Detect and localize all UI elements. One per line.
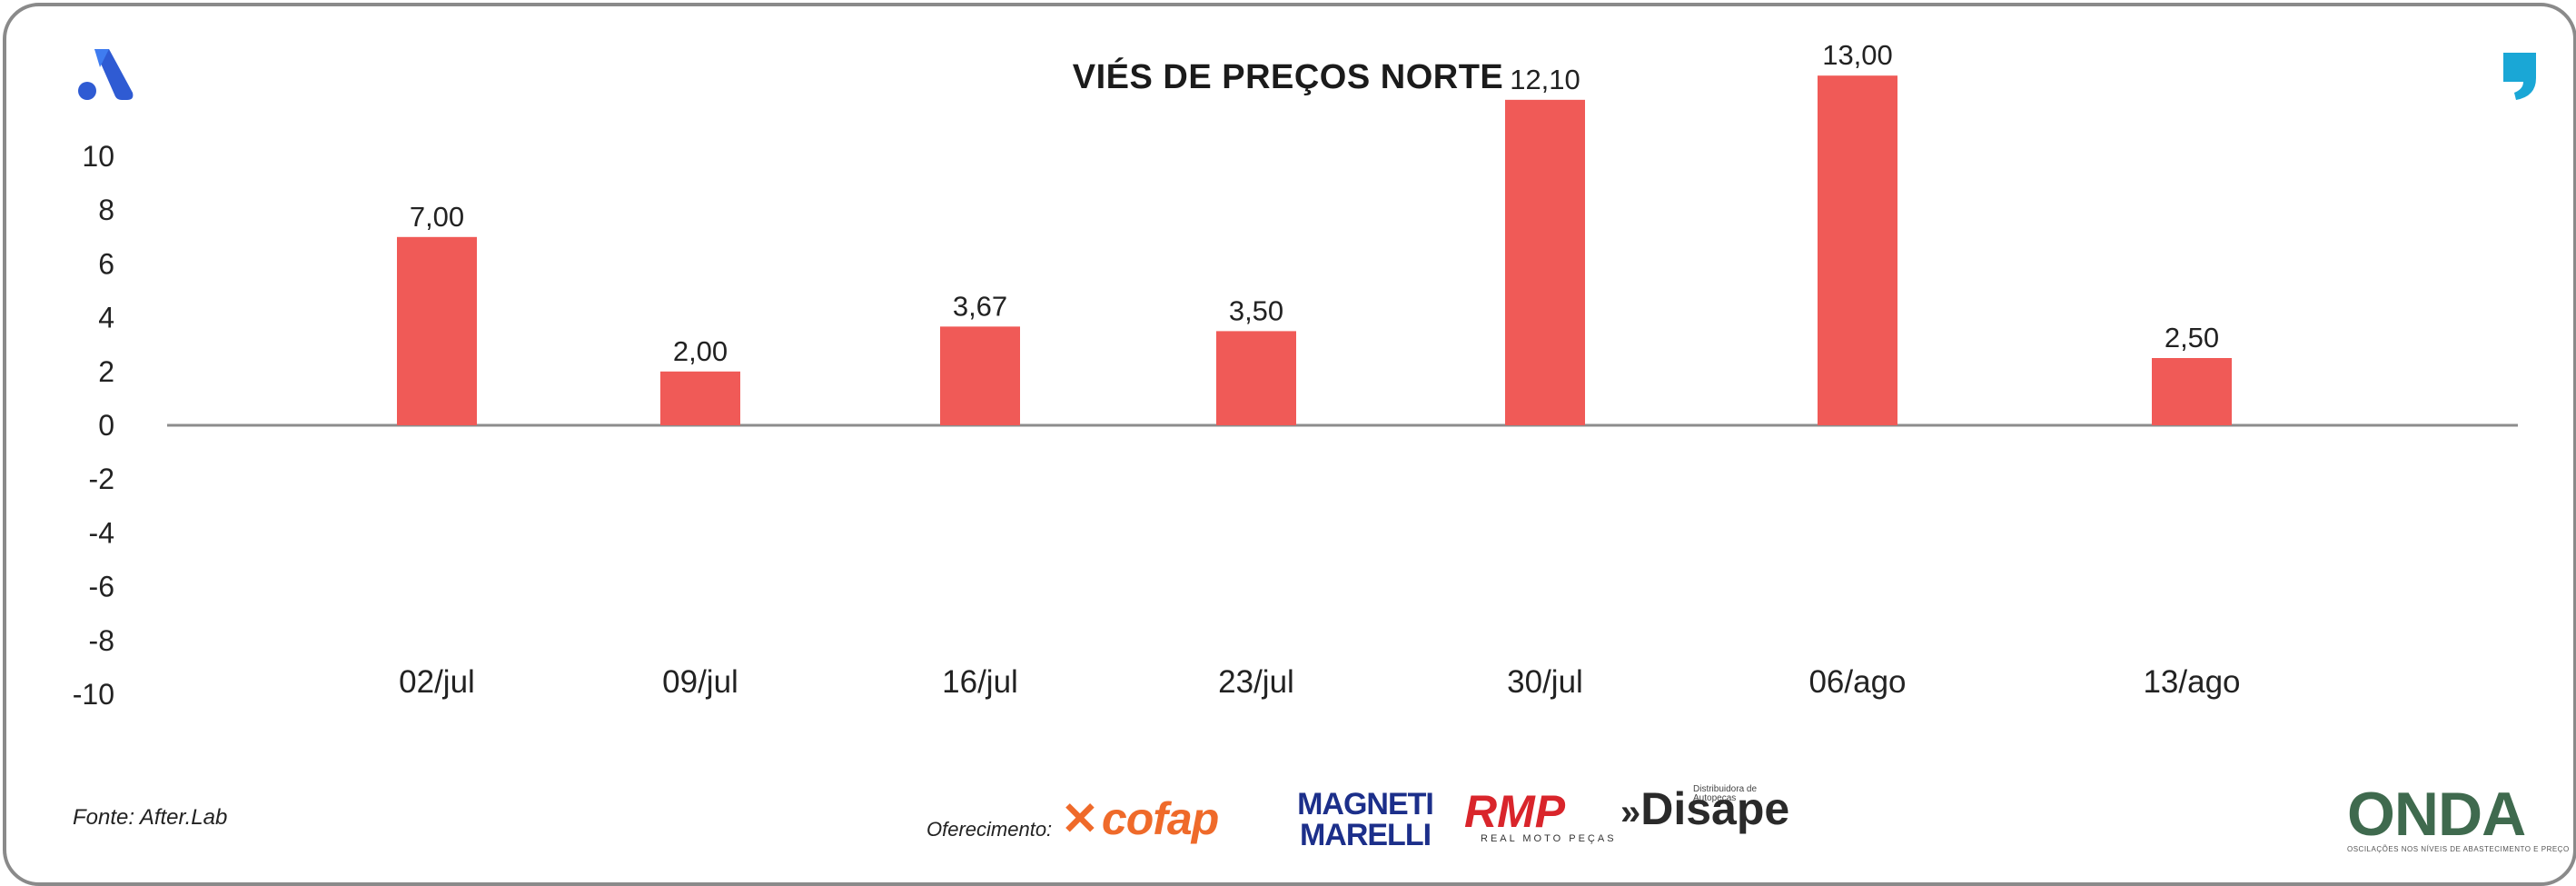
disape-logo: »Disape Distribuidora de Autopeças [1620,783,1790,834]
x-tick-label: 09/jul [662,664,738,700]
x-tick-label: 13/ago [2143,664,2240,700]
x-tick-label: 30/jul [1507,664,1583,700]
x-tick-label: 02/jul [399,664,475,700]
data-label: 7,00 [410,201,464,233]
x-tick-label: 06/ago [1808,664,1906,700]
bar [397,236,477,425]
data-label: 13,00 [1822,39,1893,71]
y-tick-label: -2 [89,463,114,495]
magneti-marelli-logo-text: MAGNETI MARELLI [1297,787,1434,852]
sponsor-label: Oferecimento: [926,818,1053,841]
onda-logo-subtitle: OSCILAÇÕES NOS NÍVEIS DE ABASTECIMENTO E… [2347,845,2570,853]
rmp-logo-text: RMP [1464,786,1566,837]
bar [2152,358,2232,425]
y-tick-label: -10 [73,678,114,711]
y-tick-label: 4 [98,302,114,334]
bar [1818,75,1897,425]
data-label: 2,50 [2165,322,2219,353]
bar [1505,99,1585,425]
y-tick-label: 10 [82,140,114,173]
data-label: 3,67 [953,290,1007,322]
y-tick-label: -6 [89,571,114,603]
comma-quote-icon [2503,53,2536,100]
y-tick-label: 0 [98,409,114,442]
y-tick-label: -8 [89,624,114,657]
cofap-logo-text: cofap [1101,793,1219,844]
x-tick-label: 23/jul [1218,664,1294,700]
y-tick-label: 6 [98,247,114,280]
rmp-logo: RMP REAL MOTO PEÇAS [1464,789,1617,845]
data-label: 3,50 [1229,294,1283,326]
bar [660,371,740,425]
bar [940,326,1020,425]
data-label: 12,10 [1510,64,1580,95]
y-tick-label: 2 [98,355,114,388]
disape-logo-text: Disape [1640,783,1790,834]
cofap-logo: ✕cofap [1061,793,1219,844]
data-label: 2,00 [673,335,728,367]
source-text: Fonte: After.Lab [73,805,228,830]
magneti-marelli-logo: MAGNETI MARELLI [1297,787,1434,852]
onda-logo: ONDA OSCILAÇÕES NOS NÍVEIS DE ABASTECIME… [2347,783,2570,854]
disape-logo-subtitle: Distribuidora de Autopeças [1693,784,1758,803]
y-tick-label: -4 [89,516,114,549]
card-frame [3,3,2576,886]
onda-logo-text: ONDA [2347,780,2526,849]
chart-title: VIÉS DE PREÇOS NORTE [1072,58,1504,96]
bar [1216,331,1296,425]
rmp-logo-subtitle: REAL MOTO PEÇAS [1481,833,1617,844]
afterlab-a-icon [78,49,134,100]
x-tick-label: 16/jul [942,664,1018,700]
y-tick-label: 8 [98,194,114,226]
